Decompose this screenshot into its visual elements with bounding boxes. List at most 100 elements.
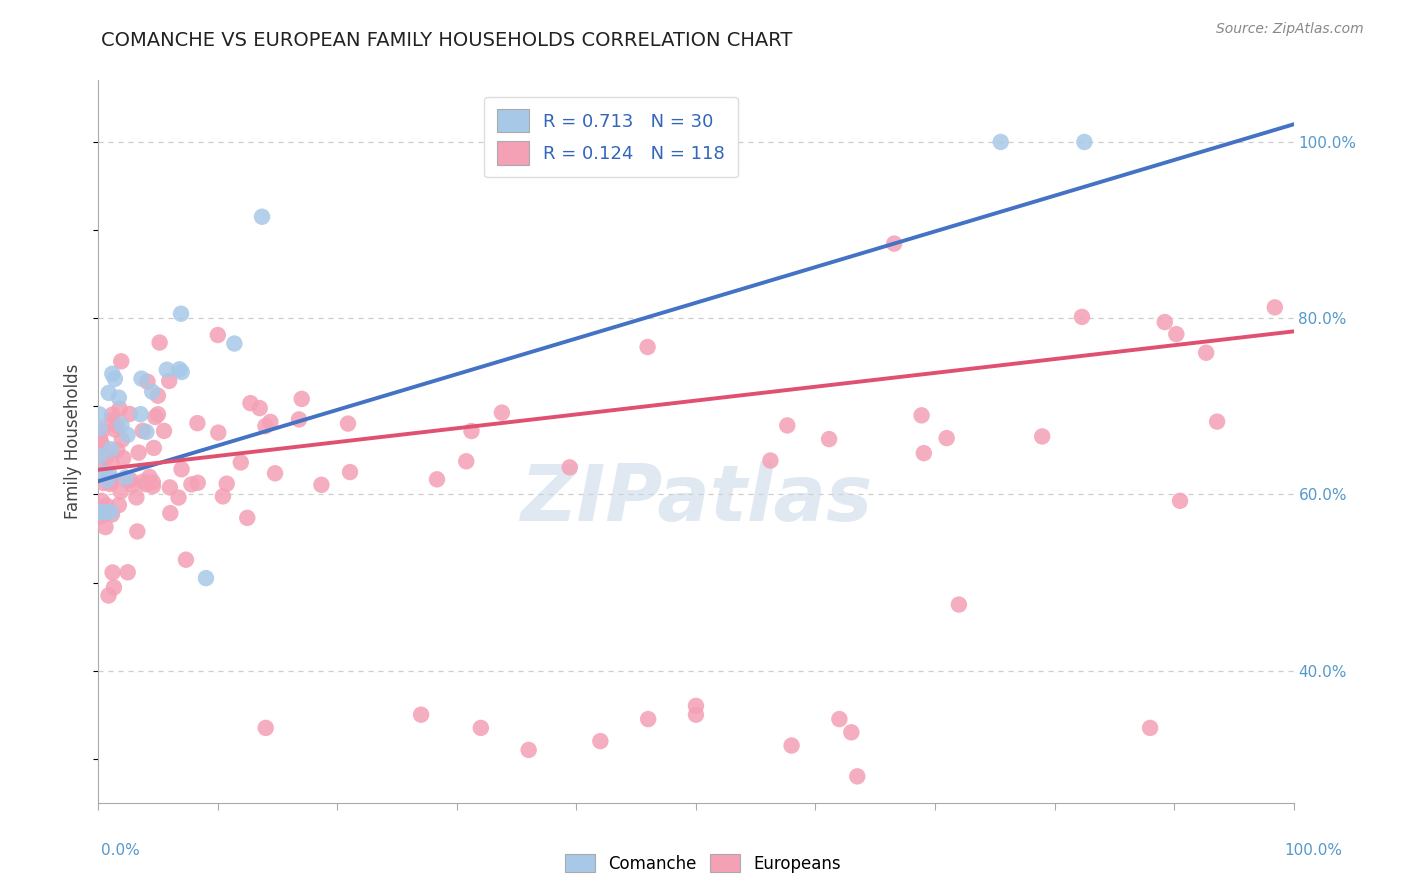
Point — [98, 467, 121, 481]
Point — [135, 477, 157, 491]
Point — [131, 371, 153, 385]
Point — [91, 438, 114, 452]
Point — [89, 505, 111, 519]
Point — [118, 407, 141, 421]
Point — [143, 410, 166, 425]
Point — [1168, 493, 1191, 508]
Point — [212, 489, 235, 503]
Point — [121, 478, 143, 492]
Point — [254, 419, 277, 434]
Point — [89, 430, 111, 444]
Point — [138, 470, 160, 484]
Point — [149, 335, 172, 350]
Point — [311, 478, 333, 492]
Point — [89, 509, 111, 524]
Point — [491, 406, 513, 420]
Point — [411, 707, 433, 722]
Point — [1195, 345, 1218, 359]
Point — [110, 354, 132, 368]
Point — [90, 435, 112, 450]
Legend: Comanche, Europeans: Comanche, Europeans — [558, 847, 848, 880]
Point — [883, 236, 905, 251]
Point — [97, 385, 120, 400]
Point — [1153, 315, 1175, 329]
Point — [98, 477, 121, 491]
Point — [170, 365, 193, 379]
Point — [187, 475, 209, 490]
Point — [776, 418, 799, 433]
Point — [1166, 327, 1188, 342]
Point — [685, 698, 707, 713]
Point — [110, 417, 132, 432]
Point — [460, 424, 482, 438]
Point — [1264, 301, 1286, 315]
Point — [108, 498, 131, 512]
Point — [685, 707, 707, 722]
Point — [841, 725, 863, 739]
Point — [94, 451, 117, 466]
Y-axis label: Family Households: Family Households — [65, 364, 83, 519]
Point — [101, 367, 124, 381]
Point — [249, 401, 271, 416]
Point — [426, 472, 449, 486]
Point — [589, 734, 612, 748]
Point — [159, 480, 181, 494]
Point — [910, 409, 932, 423]
Point — [127, 524, 149, 539]
Point — [90, 494, 112, 508]
Legend: R = 0.713   N = 30, R = 0.124   N = 118: R = 0.713 N = 30, R = 0.124 N = 118 — [484, 96, 738, 178]
Point — [105, 418, 128, 433]
Point — [1031, 429, 1053, 443]
Point — [174, 552, 197, 566]
Point — [456, 454, 478, 468]
Point — [170, 307, 193, 321]
Point — [112, 451, 135, 466]
Point — [207, 328, 229, 343]
Point — [100, 442, 122, 457]
Point — [93, 466, 115, 480]
Point — [948, 598, 970, 612]
Point — [1071, 310, 1094, 324]
Point — [101, 408, 124, 422]
Point — [94, 520, 117, 534]
Point — [236, 511, 259, 525]
Point — [96, 499, 118, 513]
Point — [169, 362, 191, 376]
Point — [291, 392, 314, 406]
Point — [167, 491, 190, 505]
Point — [135, 425, 157, 439]
Point — [1206, 415, 1229, 429]
Point — [259, 415, 281, 429]
Point — [104, 423, 127, 437]
Point — [818, 432, 841, 446]
Point — [846, 769, 869, 783]
Point — [558, 460, 581, 475]
Point — [759, 453, 782, 467]
Point — [100, 456, 122, 470]
Point — [101, 508, 124, 522]
Point — [91, 505, 114, 519]
Point — [254, 721, 277, 735]
Point — [229, 455, 252, 469]
Point — [132, 475, 155, 489]
Point — [96, 473, 118, 487]
Point — [142, 441, 165, 455]
Point — [117, 428, 139, 442]
Point — [104, 372, 127, 386]
Point — [89, 421, 111, 435]
Point — [101, 566, 124, 580]
Point — [129, 407, 152, 421]
Point — [337, 417, 360, 431]
Point — [146, 389, 169, 403]
Point — [637, 712, 659, 726]
Point — [264, 467, 287, 481]
Point — [132, 424, 155, 438]
Point — [153, 424, 176, 438]
Point — [186, 416, 208, 430]
Text: COMANCHE VS EUROPEAN FAMILY HOUSEHOLDS CORRELATION CHART: COMANCHE VS EUROPEAN FAMILY HOUSEHOLDS C… — [101, 31, 793, 50]
Point — [157, 374, 180, 388]
Point — [215, 476, 238, 491]
Point — [103, 581, 125, 595]
Point — [141, 384, 163, 399]
Point — [780, 739, 803, 753]
